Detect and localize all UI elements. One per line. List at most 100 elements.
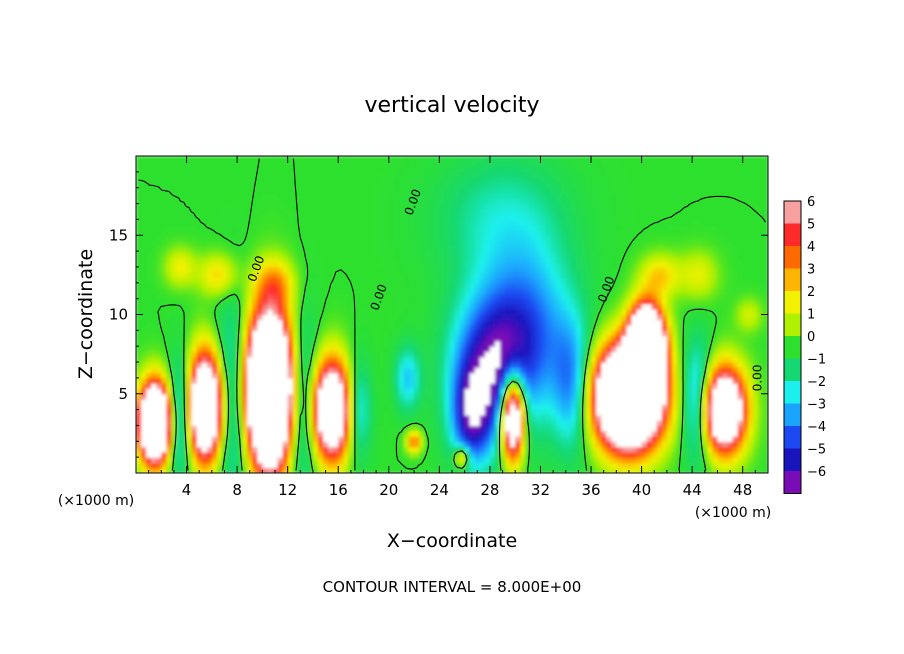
field-cell — [742, 467, 749, 473]
field-cell — [201, 383, 208, 390]
field-cell — [333, 399, 339, 405]
field-cell — [186, 425, 193, 432]
field-cell — [469, 446, 476, 453]
field-cell — [292, 309, 299, 316]
field-cell — [338, 367, 344, 374]
field-cell — [363, 414, 370, 421]
field-cell — [757, 367, 764, 374]
field-cell — [403, 288, 410, 294]
field-cell — [530, 441, 537, 448]
field-cell — [247, 362, 253, 368]
field-cell — [555, 430, 562, 437]
field-cell — [323, 356, 329, 363]
field-cell — [297, 441, 304, 448]
field-cell — [621, 436, 628, 442]
field-cell — [651, 303, 658, 310]
field-cell — [500, 335, 506, 342]
field-cell — [191, 404, 198, 411]
field-cell — [606, 340, 612, 347]
field-cell — [136, 383, 142, 390]
field-cell — [211, 457, 218, 464]
field-cell — [565, 399, 572, 405]
field-cell — [712, 414, 719, 421]
field-cell — [242, 367, 248, 374]
field-cell — [591, 266, 597, 273]
field-cell — [732, 393, 739, 400]
field-cell — [368, 441, 375, 448]
field-cell — [585, 467, 592, 473]
field-cell — [287, 446, 294, 453]
field-cell — [196, 346, 203, 353]
field-cell — [702, 377, 708, 384]
field-cell — [687, 319, 693, 326]
field-cell — [156, 462, 162, 469]
field-cell — [570, 425, 577, 432]
field-cell — [601, 414, 607, 421]
field-cell — [201, 388, 208, 395]
field-cell — [252, 399, 258, 405]
field-cell — [464, 340, 471, 347]
field-cell — [373, 436, 380, 442]
field-cell — [682, 393, 688, 400]
field-cell — [191, 293, 198, 300]
field-cell — [232, 356, 238, 363]
field-cell — [692, 335, 698, 342]
field-cell — [747, 272, 754, 279]
field-cell — [616, 393, 622, 400]
field-cell — [469, 420, 476, 427]
field-cell — [682, 425, 688, 432]
field-cell — [287, 414, 294, 421]
field-cell — [383, 430, 390, 437]
field-cell — [373, 441, 380, 448]
field-cell — [348, 335, 355, 342]
chart-title: vertical velocity — [364, 93, 539, 118]
field-cell — [393, 335, 400, 342]
field-cell — [682, 340, 688, 347]
field-cell — [550, 319, 557, 326]
field-cell — [555, 335, 562, 342]
field-cell — [151, 457, 157, 464]
field-cell — [287, 383, 294, 390]
field-cell — [484, 425, 491, 432]
field-cell — [676, 356, 683, 363]
field-cell — [545, 261, 552, 268]
field-cell — [216, 325, 223, 331]
field-cell — [626, 462, 633, 469]
field-cell — [682, 293, 688, 300]
field-cell — [282, 288, 289, 294]
field-cell — [666, 467, 673, 473]
field-cell — [378, 330, 385, 337]
field-cell — [307, 414, 314, 421]
field-cell — [277, 293, 284, 300]
field-cell — [449, 356, 456, 363]
field-cell — [671, 272, 678, 279]
field-cell — [676, 266, 683, 273]
field-cell — [323, 330, 329, 337]
field-cell — [247, 462, 253, 469]
field-cell — [515, 441, 521, 448]
field-cell — [398, 399, 405, 405]
field-cell — [191, 335, 198, 342]
field-cell — [474, 399, 481, 405]
field-cell — [666, 298, 673, 305]
field-cell — [535, 441, 542, 448]
field-cell — [454, 436, 461, 442]
field-cell — [328, 409, 334, 416]
field-cell — [393, 383, 400, 390]
field-cell — [424, 293, 430, 300]
field-cell — [353, 425, 360, 432]
field-cell — [232, 261, 238, 268]
field-cell — [636, 356, 643, 363]
field-cell — [641, 367, 648, 374]
field-cell — [449, 340, 456, 347]
field-cell — [429, 457, 435, 464]
field-cell — [762, 372, 768, 379]
field-cell — [565, 367, 572, 374]
field-cell — [282, 430, 289, 437]
field-cell — [550, 404, 557, 411]
field-cell — [510, 393, 516, 400]
field-cell — [641, 346, 648, 353]
field-cell — [302, 425, 309, 432]
field-cell — [429, 319, 435, 326]
field-cell — [489, 298, 496, 305]
